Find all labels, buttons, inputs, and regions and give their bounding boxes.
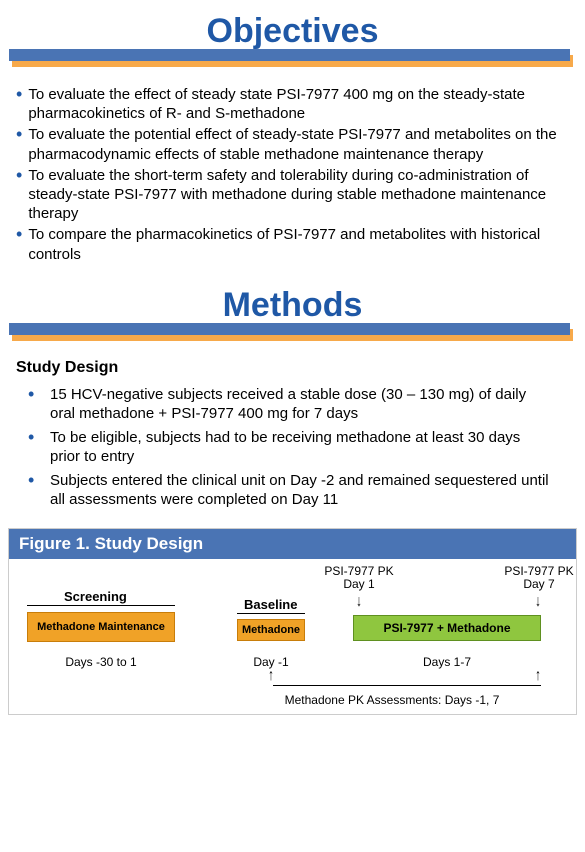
underline — [27, 605, 175, 606]
pk-text: PSI-7977 PK — [504, 564, 573, 578]
pk-text: PSI-7977 PK — [324, 564, 393, 578]
list-item: • To be eligible, subjects had to be rece… — [28, 428, 551, 467]
list-item: •To evaluate the short-term safety and t… — [16, 166, 569, 224]
pk-label-day7: PSI-7977 PK Day 7 — [499, 565, 579, 591]
baseline-label: Baseline — [244, 597, 297, 612]
down-arrow-icon: ↓ — [356, 593, 362, 611]
underline — [237, 613, 305, 614]
figure-body: PSI-7977 PK Day 1 PSI-7977 PK Day 7 ↓ ↓ … — [9, 559, 576, 714]
study-design-heading: Study Design — [16, 359, 569, 377]
figure-title: Figure 1. Study Design — [9, 529, 576, 559]
bullet-icon: • — [16, 85, 22, 123]
pk-text: Day 1 — [343, 577, 374, 591]
methods-list: • 15 HCV-negative subjects received a sta… — [28, 385, 551, 510]
rule-bar — [9, 323, 570, 335]
list-item: • Subjects entered the clinical unit on D… — [28, 471, 551, 510]
list-item: •To evaluate the effect of steady state … — [16, 85, 569, 123]
up-arrow-icon: ↑ — [535, 667, 541, 685]
up-arrow-icon: ↑ — [268, 667, 274, 685]
pk-label-day1: PSI-7977 PK Day 1 — [319, 565, 399, 591]
bullet-icon: • — [28, 385, 38, 424]
list-item: • 15 HCV-negative subjects received a sta… — [28, 385, 551, 424]
item-text: To evaluate the effect of steady state P… — [28, 85, 569, 123]
down-arrow-icon: ↓ — [535, 593, 541, 611]
objectives-title: Objectives — [12, 8, 573, 53]
item-text: Subjects entered the clinical unit on Da… — [50, 471, 551, 510]
item-text: 15 HCV-negative subjects received a stab… — [50, 385, 551, 424]
bullet-icon: • — [16, 125, 22, 163]
item-text: To evaluate the potential effect of stea… — [28, 125, 569, 163]
screening-box: Methadone Maintenance — [27, 612, 175, 642]
bullet-icon: • — [28, 428, 38, 467]
objectives-list: •To evaluate the effect of steady state … — [16, 85, 569, 264]
item-text: To evaluate the short-term safety and to… — [28, 166, 569, 224]
methadone-assessments-label: Methadone PK Assessments: Days -1, 7 — [237, 693, 547, 707]
pk-text: Day 7 — [523, 577, 554, 591]
bullet-icon: • — [16, 225, 22, 263]
treatment-box: PSI-7977 + Methadone — [353, 615, 541, 641]
item-text: To be eligible, subjects had to be recei… — [50, 428, 551, 467]
screening-label: Screening — [64, 589, 127, 604]
list-item: •To evaluate the potential effect of ste… — [16, 125, 569, 163]
baseline-box: Methadone — [237, 619, 305, 641]
days-treatment: Days 1-7 — [353, 655, 541, 669]
methods-section: Methods — [12, 282, 573, 353]
days-screening: Days -30 to 1 — [27, 655, 175, 669]
figure-1: Figure 1. Study Design PSI-7977 PK Day 1… — [8, 528, 577, 715]
bullet-icon: • — [28, 471, 38, 510]
connector-line — [273, 685, 541, 686]
list-item: •To compare the pharmacokinetics of PSI-… — [16, 225, 569, 263]
item-text: To compare the pharmacokinetics of PSI-7… — [28, 225, 569, 263]
rule-bar — [9, 49, 570, 61]
methods-title: Methods — [12, 282, 573, 327]
bullet-icon: • — [16, 166, 22, 224]
objectives-section: Objectives — [12, 8, 573, 79]
